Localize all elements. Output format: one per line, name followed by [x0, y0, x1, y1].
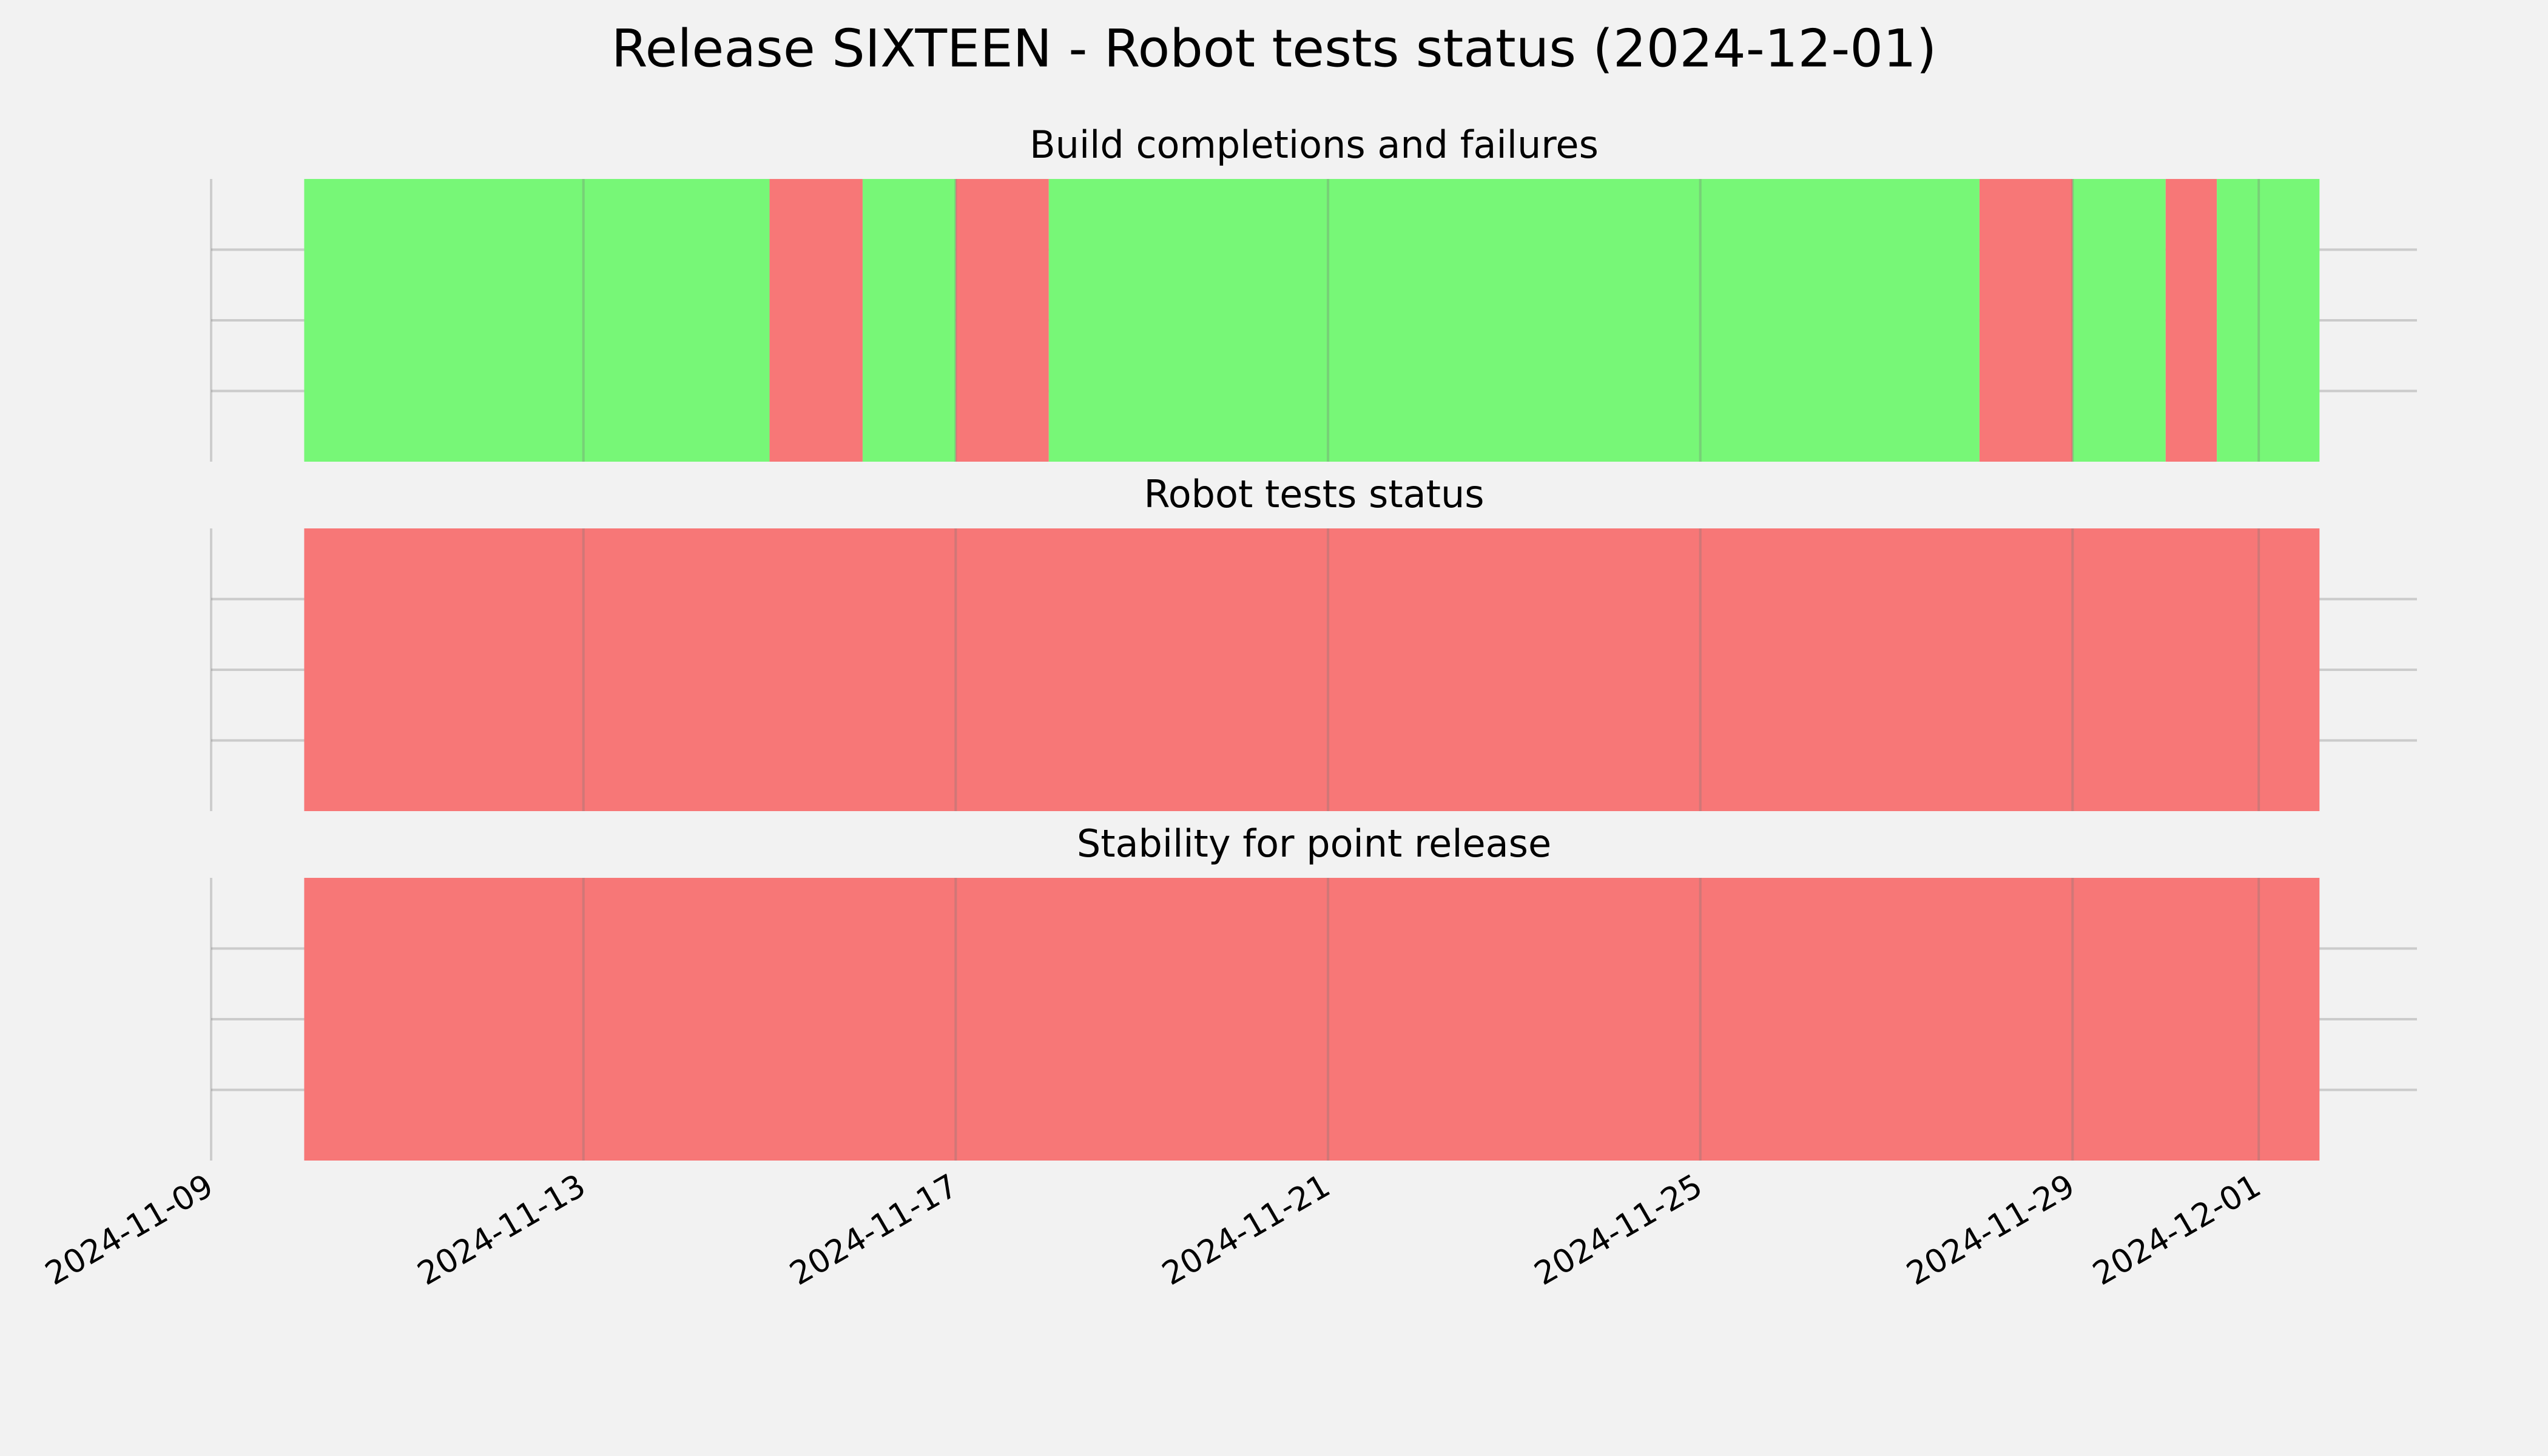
- status-span: [304, 528, 2320, 811]
- panel-title: Robot tests status: [1144, 472, 1484, 516]
- status-span: [769, 179, 863, 462]
- status-span: [862, 179, 956, 462]
- status-span: [304, 878, 2320, 1161]
- status-span: [2217, 179, 2320, 462]
- status-span: [1048, 179, 1980, 462]
- status-span: [1979, 179, 2073, 462]
- status-span: [2072, 179, 2166, 462]
- panel-title: Stability for point release: [1077, 821, 1551, 866]
- panel-title: Build completions and failures: [1030, 123, 1599, 167]
- status-span: [304, 179, 770, 462]
- figure-title: Release SIXTEEN - Robot tests status (20…: [612, 18, 1937, 79]
- status-span: [2165, 179, 2217, 462]
- status-span: [956, 179, 1049, 462]
